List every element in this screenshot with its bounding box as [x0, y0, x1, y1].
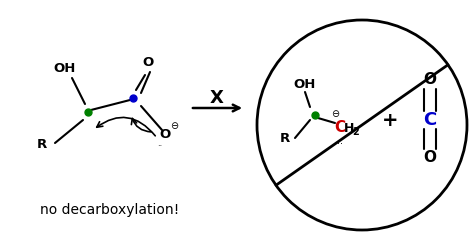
Text: ⊖: ⊖ — [331, 109, 339, 119]
Text: C: C — [423, 111, 437, 129]
Text: no decarboxylation!: no decarboxylation! — [40, 203, 180, 217]
Text: ⊖: ⊖ — [170, 121, 178, 131]
Text: ..: .. — [157, 139, 163, 148]
Text: O: O — [423, 72, 437, 88]
Text: O: O — [159, 127, 171, 140]
Text: 2: 2 — [353, 127, 359, 137]
Text: R: R — [37, 139, 47, 152]
Text: H: H — [344, 122, 354, 135]
Text: OH: OH — [294, 79, 316, 92]
Text: C: C — [335, 121, 346, 135]
Text: O: O — [142, 55, 154, 68]
Text: ..: .. — [337, 136, 343, 146]
Text: X: X — [210, 89, 224, 107]
Text: OH: OH — [54, 62, 76, 75]
Text: O: O — [423, 151, 437, 165]
Text: +: + — [382, 110, 398, 130]
Text: R: R — [280, 131, 290, 144]
